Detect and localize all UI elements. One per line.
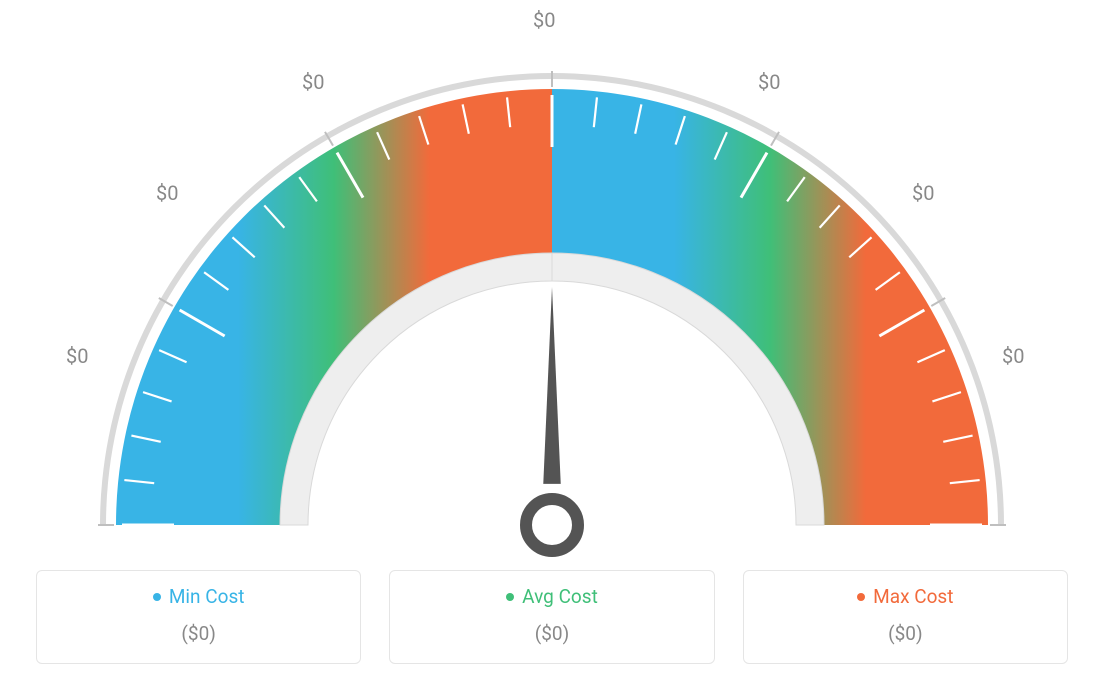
legend-title-avg: Avg Cost xyxy=(506,585,598,608)
gauge-svg xyxy=(0,0,1104,560)
legend-card-min: Min Cost ($0) xyxy=(36,570,361,664)
gauge-outer-label: $0 xyxy=(156,181,178,205)
legend-row: Min Cost ($0) Avg Cost ($0) Max Cost ($0) xyxy=(0,560,1104,664)
gauge-outer-label: $0 xyxy=(912,181,934,205)
legend-dot-icon xyxy=(506,593,514,601)
legend-dot-icon xyxy=(857,593,865,601)
gauge-hub xyxy=(526,499,578,551)
legend-card-avg: Avg Cost ($0) xyxy=(389,570,714,664)
legend-dot-icon xyxy=(153,593,161,601)
gauge-color-arc xyxy=(116,89,552,525)
gauge-outer-label: $0 xyxy=(66,344,88,368)
legend-value-max: ($0) xyxy=(754,622,1057,645)
gauge-needle xyxy=(543,287,560,484)
legend-value-avg: ($0) xyxy=(400,622,703,645)
legend-title-max: Max Cost xyxy=(857,585,953,608)
gauge-area: $0 $0 $0 $0 $0 $0 $0 xyxy=(0,0,1104,560)
gauge-outer-label: $0 xyxy=(533,8,555,32)
legend-title-min: Min Cost xyxy=(153,585,245,608)
legend-label-text: Min Cost xyxy=(169,585,245,608)
legend-label-text: Max Cost xyxy=(873,585,953,608)
gauge-color-arc xyxy=(552,89,988,525)
gauge-outer-label: $0 xyxy=(758,70,780,94)
legend-card-max: Max Cost ($0) xyxy=(743,570,1068,664)
legend-label-text: Avg Cost xyxy=(522,585,598,608)
legend-value-min: ($0) xyxy=(47,622,350,645)
gauge-chart-container: { "gauge": { "type": "gauge", "outer_lab… xyxy=(0,0,1104,690)
gauge-outer-label: $0 xyxy=(1002,344,1024,368)
gauge-outer-label: $0 xyxy=(302,70,324,94)
